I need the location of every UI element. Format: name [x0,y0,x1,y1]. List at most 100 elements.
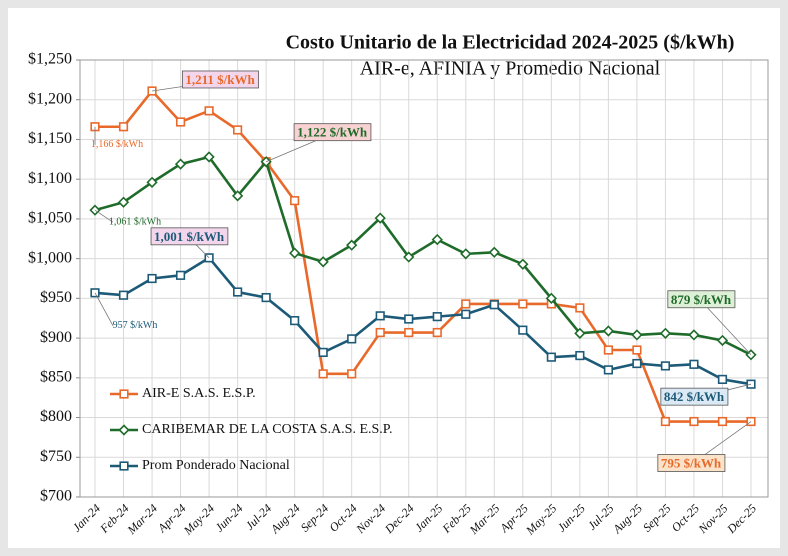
y-tick-label: $800 [40,408,72,425]
legend-marker [119,389,129,399]
data-label: 1,122 $/kWh [297,125,368,140]
data-point [374,212,386,224]
data-point [575,303,585,313]
data-point [460,248,472,260]
series-line [94,256,752,386]
y-tick-label: $950 [40,289,72,306]
data-point [518,325,528,335]
data-point [318,347,328,357]
data-point [89,204,101,216]
leader-line [94,209,114,223]
data-point [660,361,671,371]
y-tick-label: $1,250 [28,51,72,68]
label-box [293,123,372,142]
data-point [717,374,728,385]
data-point [603,365,613,375]
data-point [233,125,243,135]
label-box [667,290,736,309]
annotation: 1,001 $/kWh [150,227,229,246]
legend-label: CARIBEMAR DE LA COSTA S.A.S. E.S.P. [142,422,393,437]
data-point [147,273,157,284]
data-point [347,334,357,344]
data-point [431,233,443,246]
data-point [203,151,215,163]
data-label: 957 $/kWh [113,320,158,331]
data-point [204,106,214,116]
data-point [317,256,329,268]
data-point [375,311,385,321]
legend-label: Prom Ponderado Nacional [142,458,290,473]
data-point [546,352,556,362]
data-point [404,314,414,324]
data-point [174,158,187,170]
data-label: 1,166 $/kWh [91,139,143,150]
data-point [632,345,642,355]
annotation: 1,166 $/kWh [91,139,143,150]
data-point [261,292,271,303]
y-tick-label: $700 [40,488,72,505]
data-point [746,416,756,427]
data-point [375,327,385,338]
annotation: 1,122 $/kWh [293,123,372,142]
data-point [545,292,557,304]
data-point [688,329,700,341]
annotation: 957 $/kWh [113,320,158,331]
data-point [231,190,244,202]
annotation: 1,061 $/kWh [109,216,161,227]
data-point [118,290,129,300]
data-point [717,416,728,427]
data-point [233,287,243,297]
label-box [181,70,259,89]
data-point [404,327,414,338]
y-tick-label: $1,100 [28,170,72,187]
annotation: 795 $/kWh [657,454,726,472]
y-tick-label: $850 [40,368,72,385]
data-point [746,379,756,389]
label-box [150,227,229,246]
data-point [289,247,301,259]
leader-line [700,300,752,356]
data-label: 842 $/kWh [664,389,725,404]
data-label: 1,061 $/kWh [109,216,161,227]
legend-marker [119,461,129,471]
data-point [432,327,442,338]
data-point [574,327,586,339]
data-label: 1,211 $/kWh [185,72,255,87]
data-point [689,359,699,369]
data-point [488,246,500,258]
data-point [346,239,358,251]
data-point [290,316,300,326]
chart-background [8,8,780,548]
y-tick-label: $900 [40,329,72,346]
y-tick-label: $1,050 [28,210,72,227]
data-point [517,258,529,270]
data-label: 879 $/kWh [671,292,732,307]
data-point [461,309,471,319]
data-label: 795 $/kWh [661,456,722,471]
y-tick-label: $750 [40,448,72,465]
data-point [347,369,357,379]
data-point [175,270,186,280]
data-point [118,122,129,132]
plot-frame [79,59,769,498]
data-point [603,345,613,355]
y-tick-label: $1,200 [28,90,72,107]
data-point [632,358,642,369]
data-point [689,416,699,427]
data-point [602,325,615,337]
annotation: 1,211 $/kWh [181,70,259,89]
data-point [659,327,672,339]
chart-subtitle: AIR-e, AFINIA y Promedio Nacional [360,58,661,80]
data-point [146,176,158,188]
annotation: 879 $/kWh [667,290,736,309]
annotation: 842 $/kWh [660,387,729,406]
data-point [117,196,130,208]
label-box [660,387,729,406]
leader-line [94,292,114,326]
legend-label: AIR-E S.A.S. E.S.P. [142,386,256,401]
data-point [518,299,528,309]
data-point [403,251,415,263]
chart-title: Costo Unitario de la Electricidad 2024-2… [286,32,735,54]
